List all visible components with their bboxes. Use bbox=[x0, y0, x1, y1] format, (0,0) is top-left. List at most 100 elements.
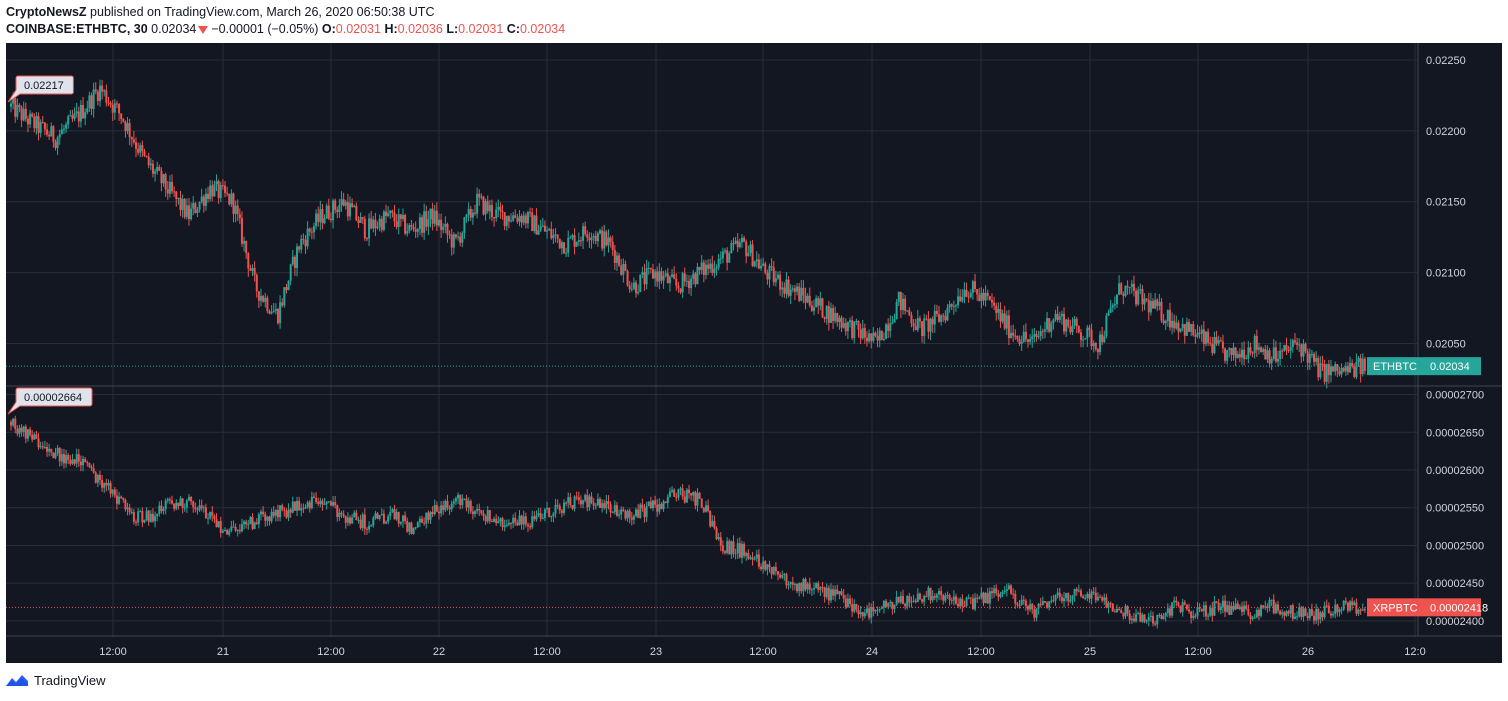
candle-body bbox=[664, 273, 667, 276]
candle-body bbox=[1204, 605, 1207, 617]
candle-body bbox=[145, 155, 148, 157]
candle-body bbox=[1279, 350, 1282, 359]
candle-body bbox=[637, 291, 640, 294]
candle-body bbox=[321, 500, 324, 505]
candle-body bbox=[200, 505, 203, 509]
candle-body bbox=[783, 574, 786, 576]
candle-body bbox=[823, 587, 826, 597]
candle-body bbox=[228, 193, 231, 205]
candle-body bbox=[382, 211, 385, 230]
candle-body bbox=[707, 264, 710, 269]
candle-body bbox=[336, 505, 339, 517]
candle-body bbox=[738, 242, 741, 247]
candle-body bbox=[1196, 332, 1199, 337]
x-tick-label: 12:00 bbox=[533, 646, 561, 658]
candle-body bbox=[1122, 613, 1125, 617]
candle-body bbox=[319, 500, 322, 504]
candle-body bbox=[1031, 336, 1034, 340]
candle-body bbox=[1224, 348, 1227, 361]
candle-body bbox=[160, 505, 163, 512]
candle-body bbox=[662, 501, 665, 510]
candle-body bbox=[355, 512, 358, 521]
price-chart[interactable]: 12:00 21 12:00 22 12:00 23 12:00 24 12:00 25 12:00… bbox=[6, 43, 1502, 663]
candle-body bbox=[1243, 349, 1246, 360]
candle-body bbox=[690, 492, 693, 496]
candle-body bbox=[342, 514, 345, 517]
candle-body bbox=[372, 518, 375, 526]
candle-body bbox=[187, 496, 190, 501]
candle-body bbox=[353, 512, 356, 518]
candle-body bbox=[1207, 331, 1210, 343]
candle-body bbox=[1101, 597, 1104, 601]
candle-body bbox=[1285, 611, 1288, 616]
candle-body bbox=[1247, 608, 1250, 616]
candle-body bbox=[660, 271, 663, 281]
candle-body bbox=[291, 501, 294, 513]
candle-body bbox=[141, 145, 144, 152]
candle-body bbox=[995, 305, 998, 313]
candle-body bbox=[526, 212, 529, 224]
candle-body bbox=[185, 500, 188, 508]
candle-body bbox=[467, 208, 470, 215]
candle-body bbox=[171, 181, 174, 192]
candle-body bbox=[321, 209, 324, 224]
candle-body bbox=[868, 333, 871, 342]
candle-body bbox=[156, 166, 159, 172]
candle-body bbox=[414, 229, 417, 232]
candle-body bbox=[1145, 298, 1148, 300]
candle-body bbox=[355, 205, 358, 221]
candle-body bbox=[338, 512, 341, 517]
candle-body bbox=[149, 513, 152, 522]
candle-body bbox=[571, 235, 574, 238]
candle-body bbox=[1198, 607, 1201, 609]
candle-body bbox=[1194, 335, 1197, 337]
candle-body bbox=[109, 103, 112, 105]
high-value: 0.02036 bbox=[397, 22, 443, 36]
candle-body bbox=[10, 103, 12, 107]
candle-body bbox=[562, 502, 565, 513]
candle-body bbox=[1054, 313, 1057, 320]
candle-body bbox=[696, 266, 699, 285]
candle-body bbox=[1296, 616, 1299, 618]
author-name[interactable]: CryptoNewsZ bbox=[6, 5, 87, 19]
candle-body bbox=[965, 597, 968, 607]
candle-body bbox=[1012, 332, 1015, 336]
candle-body bbox=[944, 595, 947, 601]
candle-body bbox=[747, 252, 750, 257]
candle-body bbox=[1082, 596, 1085, 599]
symbol-price-label: ETHBTC bbox=[1373, 361, 1417, 373]
candle-body bbox=[776, 571, 779, 575]
candle-body bbox=[124, 121, 127, 132]
candle-body bbox=[448, 507, 451, 510]
candle-body bbox=[1349, 601, 1352, 611]
candle-body bbox=[1079, 590, 1082, 597]
candle-body bbox=[1315, 608, 1318, 621]
candle-body bbox=[836, 589, 839, 595]
candle-body bbox=[757, 554, 760, 567]
candle-body bbox=[1257, 347, 1260, 350]
candle-body bbox=[60, 454, 63, 462]
candle-body bbox=[1357, 609, 1360, 614]
candle-body bbox=[946, 307, 949, 321]
candle-body bbox=[1217, 340, 1220, 344]
high-marker-value: 0.02217 bbox=[24, 80, 64, 92]
candle-body bbox=[1253, 335, 1256, 354]
chart-area[interactable]: 12:00 21 12:00 22 12:00 23 12:00 24 12:00 25 12:00… bbox=[6, 43, 1502, 663]
candle-body bbox=[1162, 616, 1165, 620]
candle-body bbox=[499, 206, 502, 212]
candle-body bbox=[876, 335, 879, 341]
candle-body bbox=[751, 557, 754, 560]
candle-body bbox=[681, 273, 684, 293]
candle-body bbox=[628, 510, 631, 518]
candle-body bbox=[677, 285, 680, 289]
candle-body bbox=[1109, 307, 1112, 313]
candle-body bbox=[12, 98, 15, 104]
candle-body bbox=[673, 274, 676, 279]
candle-body bbox=[279, 302, 282, 324]
candle-body bbox=[139, 145, 142, 153]
candle-body bbox=[796, 286, 799, 292]
candle-body bbox=[1046, 602, 1049, 608]
candle-body bbox=[844, 323, 847, 332]
candle-body bbox=[236, 529, 239, 531]
candle-body bbox=[704, 264, 707, 275]
